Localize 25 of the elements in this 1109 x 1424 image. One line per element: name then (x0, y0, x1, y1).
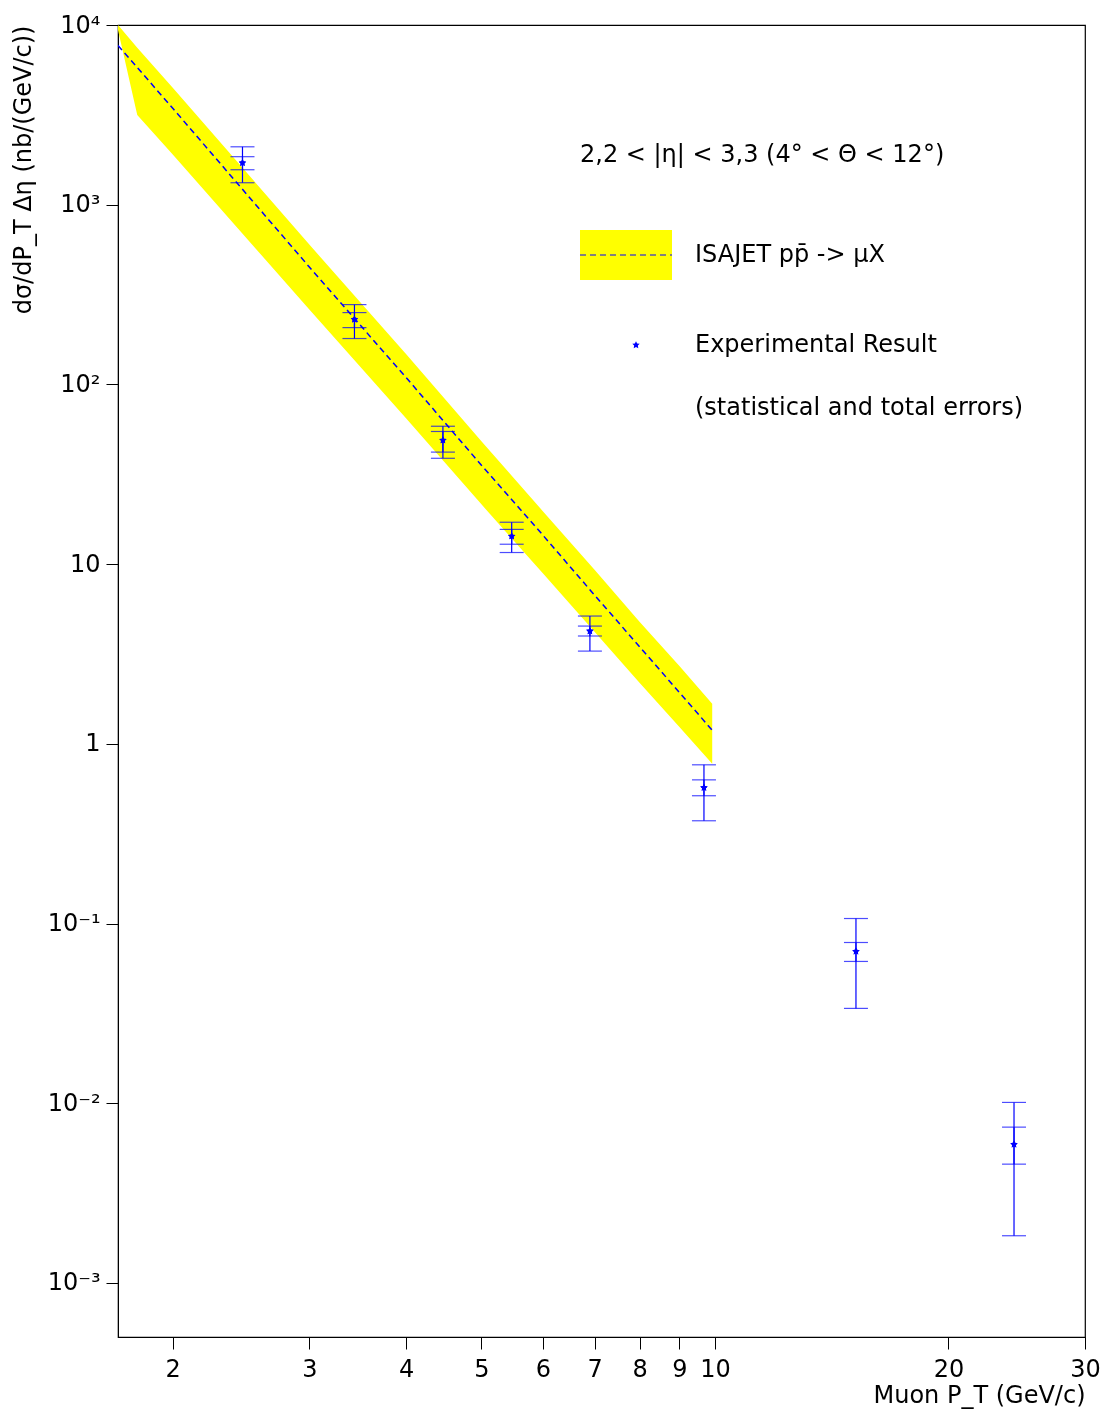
x-tick-label: 30 (1070, 1354, 1101, 1383)
legend-label: Experimental Result (695, 330, 937, 358)
annotation: (statistical and total errors) (695, 393, 1024, 421)
x-tick-label: 3 (302, 1354, 318, 1383)
y-tick-label: 1 (85, 729, 101, 758)
y-tick-label: 10⁴ (60, 10, 101, 39)
x-tick-label: 2 (165, 1354, 181, 1383)
y-tick-label: 10⁻² (47, 1088, 101, 1117)
x-tick-label: 20 (933, 1354, 965, 1383)
legend-label: ISAJET pp̄ -> μX (695, 240, 885, 268)
annotation: 2,2 < |η| < 3,3 (4° < Θ < 12°) (580, 140, 945, 168)
y-tick-label: 10 (69, 549, 101, 578)
y-tick-label: 10³ (60, 190, 101, 219)
y-tick-label: 10⁻¹ (47, 909, 101, 937)
x-tick-label: 8 (632, 1354, 648, 1383)
y-tick-label: 10⁻³ (47, 1268, 101, 1297)
y-axis-title: dσ/dP_T Δη (nb/(GeV/c)) (8, 25, 37, 315)
x-tick-label: 4 (399, 1354, 415, 1383)
x-tick-label: 10 (700, 1354, 731, 1383)
y-tick-label: 10² (60, 369, 101, 398)
x-axis-title: Muon P_T (GeV/c) (873, 1380, 1086, 1409)
x-tick-label: 5 (474, 1354, 490, 1383)
x-tick-label: 9 (672, 1354, 688, 1383)
x-tick-label: 7 (587, 1354, 603, 1383)
x-tick-label: 6 (535, 1354, 551, 1383)
